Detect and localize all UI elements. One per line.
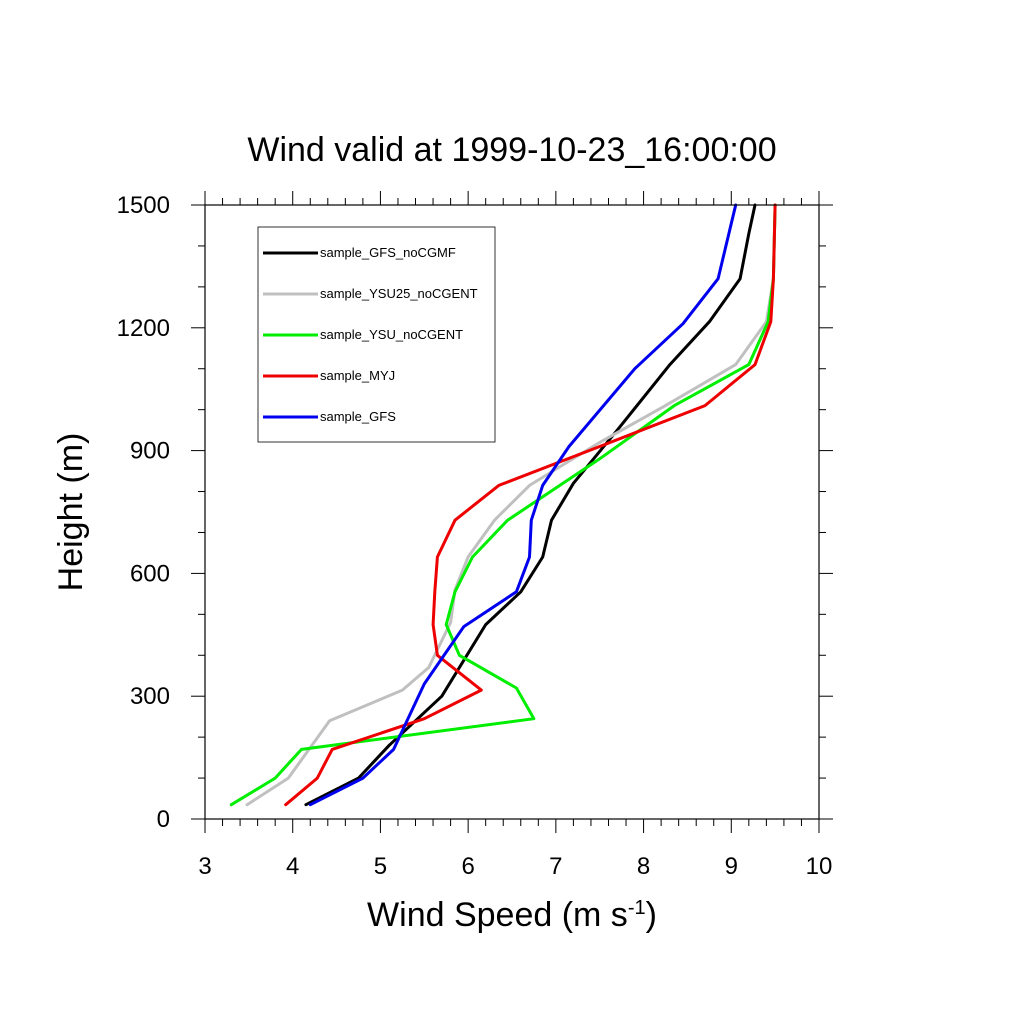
x-tick-label: 9 <box>725 853 738 880</box>
y-axis-title: Height (m) <box>52 433 90 592</box>
y-tick-label: 600 <box>130 560 170 587</box>
x-tick-labels: 3 4 5 6 7 8 9 10 <box>198 853 832 880</box>
series-line-3 <box>284 203 777 807</box>
ticks-layer <box>191 191 833 833</box>
x-axis-title-superscript: -1 <box>628 897 646 919</box>
x-tick-label: 3 <box>198 853 211 880</box>
legend: sample_GFS_noCGMF sample_YSU25_noCGENTsam… <box>257 226 496 443</box>
y-tick-label: 900 <box>130 438 170 465</box>
x-axis-title-main: Wind Speed (m s <box>367 896 628 934</box>
y-tick-label: 300 <box>130 683 170 710</box>
y-tick-label: 0 <box>157 806 170 833</box>
legend-label-2: sample_YSU_noCGENT <box>320 327 463 342</box>
series-line-1 <box>245 203 777 807</box>
series-line-0 <box>304 203 757 807</box>
legend-label-3: sample_MYJ <box>320 368 395 383</box>
x-tick-label: 7 <box>549 853 562 880</box>
y-tick-label: 1500 <box>117 192 170 219</box>
series-layer <box>229 203 777 807</box>
y-tick-labels: 0 300 600 900 1200 1500 <box>117 192 170 833</box>
series-line-4 <box>308 203 738 807</box>
x-tick-label: 8 <box>637 853 650 880</box>
legend-label-4: sample_GFS <box>320 409 396 424</box>
y-tick-label: 1200 <box>117 315 170 342</box>
legend-label-1: sample_YSU25_noCGENT <box>320 286 478 301</box>
x-axis-title-suffix: ) <box>646 896 657 934</box>
x-tick-label: 4 <box>286 853 299 880</box>
x-tick-label: 6 <box>461 853 474 880</box>
x-tick-label: 10 <box>806 853 833 880</box>
legend-label-0: sample_GFS_noCGMF <box>320 245 456 260</box>
plot-frame <box>204 204 820 820</box>
x-tick-label: 5 <box>374 853 387 880</box>
chart-title: Wind valid at 1999-10-23_16:00:00 <box>247 131 776 169</box>
series-line-2 <box>229 203 777 807</box>
x-axis-title: Wind Speed (m s-1) <box>367 896 657 934</box>
